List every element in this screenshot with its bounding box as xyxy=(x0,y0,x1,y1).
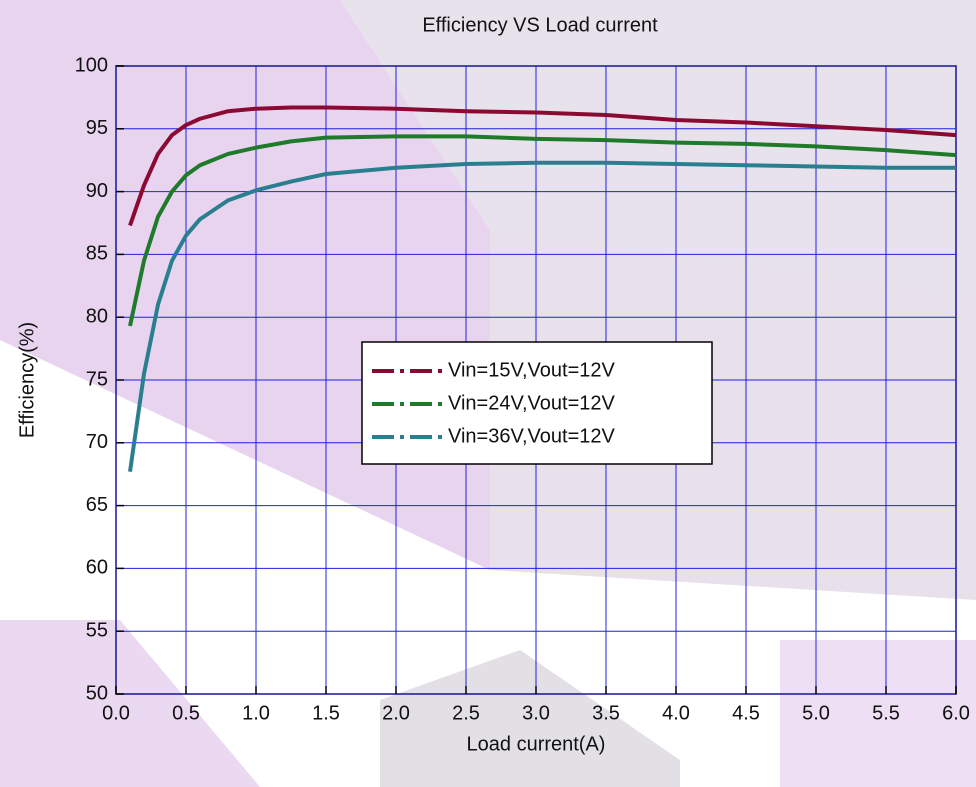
y-tick-label: 95 xyxy=(86,117,108,139)
x-axis-label: Load current(A) xyxy=(467,733,606,755)
x-tick-label: 4.0 xyxy=(662,702,690,724)
y-tick-label: 50 xyxy=(86,682,108,704)
series-line xyxy=(128,105,957,227)
x-tick-label: 4.5 xyxy=(732,702,760,724)
series-line xyxy=(128,160,956,472)
y-tick-label: 100 xyxy=(75,54,108,76)
x-tick-label: 3.5 xyxy=(592,702,620,724)
x-tick-label: 1.5 xyxy=(312,702,340,724)
y-axis-label: Efficiency(%) xyxy=(16,322,38,438)
series-line xyxy=(128,134,957,327)
y-tick-label: 85 xyxy=(86,243,108,265)
x-tick-label: 1.0 xyxy=(242,702,270,724)
y-tick-label: 70 xyxy=(86,431,108,453)
x-tick-label: 6.0 xyxy=(942,702,970,724)
legend-label: Vin=36V,Vout=12V xyxy=(448,425,615,447)
x-tick-label: 2.0 xyxy=(382,702,410,724)
y-tick-label: 65 xyxy=(86,494,108,516)
y-tick-label: 80 xyxy=(86,305,108,327)
x-tick-label: 0.5 xyxy=(172,702,200,724)
x-tick-label: 3.0 xyxy=(522,702,550,724)
x-tick-label: 2.5 xyxy=(452,702,480,724)
chart-title: Efficiency VS Load current xyxy=(422,14,658,36)
legend-label: Vin=15V,Vout=12V xyxy=(448,359,615,381)
legend-label: Vin=24V,Vout=12V xyxy=(448,392,615,414)
y-tick-label: 60 xyxy=(86,557,108,579)
y-tick-label: 75 xyxy=(86,368,108,390)
x-tick-label: 0.0 xyxy=(102,702,130,724)
x-tick-label: 5.0 xyxy=(802,702,830,724)
y-tick-label: 90 xyxy=(86,180,108,202)
x-tick-label: 5.5 xyxy=(872,702,900,724)
y-tick-label: 55 xyxy=(86,619,108,641)
